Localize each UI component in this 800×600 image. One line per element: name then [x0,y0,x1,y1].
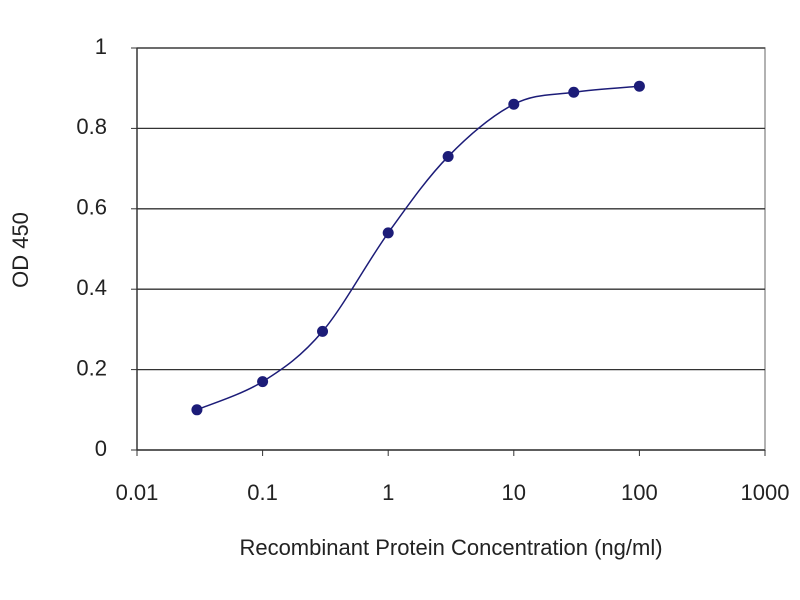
y-tick-label: 0.6 [76,195,107,220]
x-tick-label: 0.1 [247,480,278,505]
point [568,86,580,98]
y-tick-label: 0.2 [76,355,107,380]
y-tick-label: 0.8 [76,114,107,139]
x-axis-label: Recombinant Protein Concentration (ng/ml… [239,535,662,560]
x-tick-label: 10 [502,480,526,505]
y-axis-label: OD 450 [8,212,33,288]
point [382,227,394,239]
line [196,85,640,411]
point [257,376,269,388]
y-tick-label: 0 [95,436,107,461]
x-tick-label: 1 [382,480,394,505]
x-tick-label: 1000 [741,480,790,505]
plot-frame [136,47,766,451]
y-tick-label: 0.4 [76,275,107,300]
point [508,98,520,110]
x-tick-label: 100 [621,480,658,505]
y-tick-label: 1 [95,34,107,59]
point [442,151,454,163]
point [317,325,329,337]
point [191,404,203,416]
x-tick-label: 0.01 [116,480,159,505]
point [633,80,645,92]
